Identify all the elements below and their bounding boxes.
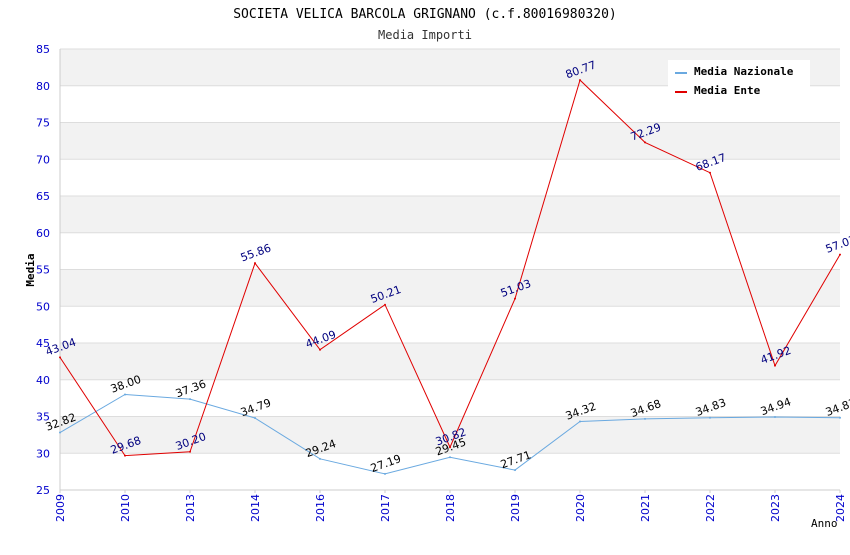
legend-label-ente: Media Ente <box>694 84 761 97</box>
y-tick-label: 85 <box>36 43 50 56</box>
x-tick-label: 2009 <box>54 494 67 522</box>
grid-band <box>60 379 840 417</box>
y-tick-label: 45 <box>36 337 50 350</box>
grid-band <box>60 306 840 343</box>
data-point <box>59 431 61 434</box>
x-tick-label: 2016 <box>314 494 327 522</box>
data-point <box>189 398 191 401</box>
data-point <box>579 420 581 423</box>
data-point <box>514 469 516 472</box>
data-point <box>319 457 321 460</box>
data-point <box>514 297 516 300</box>
grid-band <box>60 196 840 233</box>
x-tick-label: 2022 <box>704 494 717 522</box>
x-tick-labels: 2009 2010 2013 2014 2016 2017 2018 2019 2020 2021… <box>54 494 847 522</box>
grid-band <box>60 232 840 270</box>
y-tick-label: 80 <box>36 80 50 93</box>
grid-bands <box>60 49 840 490</box>
y-tick-labels: 25 30 35 40 45 50 55 60 65 70 75 80 85 <box>36 43 50 497</box>
grid-band <box>60 269 840 307</box>
data-point <box>839 416 841 419</box>
x-tick-label: 2018 <box>444 494 457 522</box>
data-point <box>449 446 451 449</box>
x-tick-label: 2017 <box>379 494 392 522</box>
y-tick-label: 55 <box>36 264 50 277</box>
y-tick-label: 30 <box>36 447 50 460</box>
grid-band <box>60 453 840 490</box>
x-tick-label: 2019 <box>509 494 522 522</box>
y-tick-label: 50 <box>36 300 50 313</box>
data-point <box>449 456 451 459</box>
x-tick-label: 2013 <box>184 494 197 522</box>
y-axis-label: Media <box>24 253 37 286</box>
data-point <box>124 454 126 457</box>
chart-title: SOCIETA VELICA BARCOLA GRIGNANO (c.f.800… <box>233 7 617 22</box>
grid-band <box>60 159 840 196</box>
data-point <box>384 472 386 475</box>
data-point <box>709 171 711 174</box>
chart-subtitle: Media Importi <box>378 28 472 42</box>
data-point <box>384 303 386 306</box>
data-point <box>579 79 581 82</box>
x-tick-label: 2014 <box>249 494 262 522</box>
y-tick-label: 60 <box>36 227 50 240</box>
data-point <box>774 364 776 367</box>
y-tick-label: 35 <box>36 411 50 424</box>
data-point <box>189 450 191 453</box>
data-point <box>709 416 711 419</box>
data-point <box>774 415 776 418</box>
axes <box>59 49 841 493</box>
legend: Media Nazionale Media Ente <box>668 60 810 106</box>
data-point <box>644 141 646 144</box>
data-point <box>839 253 841 256</box>
y-tick-label: 65 <box>36 190 50 203</box>
x-tick-label: 2023 <box>769 494 782 522</box>
grid-band <box>60 122 840 160</box>
data-point <box>254 417 256 420</box>
x-tick-label: 2024 <box>834 494 847 522</box>
y-tick-label: 75 <box>36 117 50 130</box>
y-tick-label: 25 <box>36 484 50 497</box>
data-point <box>254 262 256 265</box>
x-tick-label: 2020 <box>574 494 587 522</box>
legend-box <box>668 60 810 106</box>
series-layer <box>59 79 841 475</box>
data-point <box>59 356 61 359</box>
data-point <box>644 417 646 420</box>
y-tick-label: 70 <box>36 153 50 166</box>
x-tick-label: 2010 <box>119 494 132 522</box>
x-tick-label: 2021 <box>639 494 652 522</box>
data-point <box>124 393 126 396</box>
y-tick-label: 40 <box>36 374 50 387</box>
legend-label-nazionale: Media Nazionale <box>694 65 794 78</box>
grid-band <box>60 343 840 380</box>
x-axis-label: Anno <box>811 517 838 530</box>
data-point <box>319 348 321 351</box>
